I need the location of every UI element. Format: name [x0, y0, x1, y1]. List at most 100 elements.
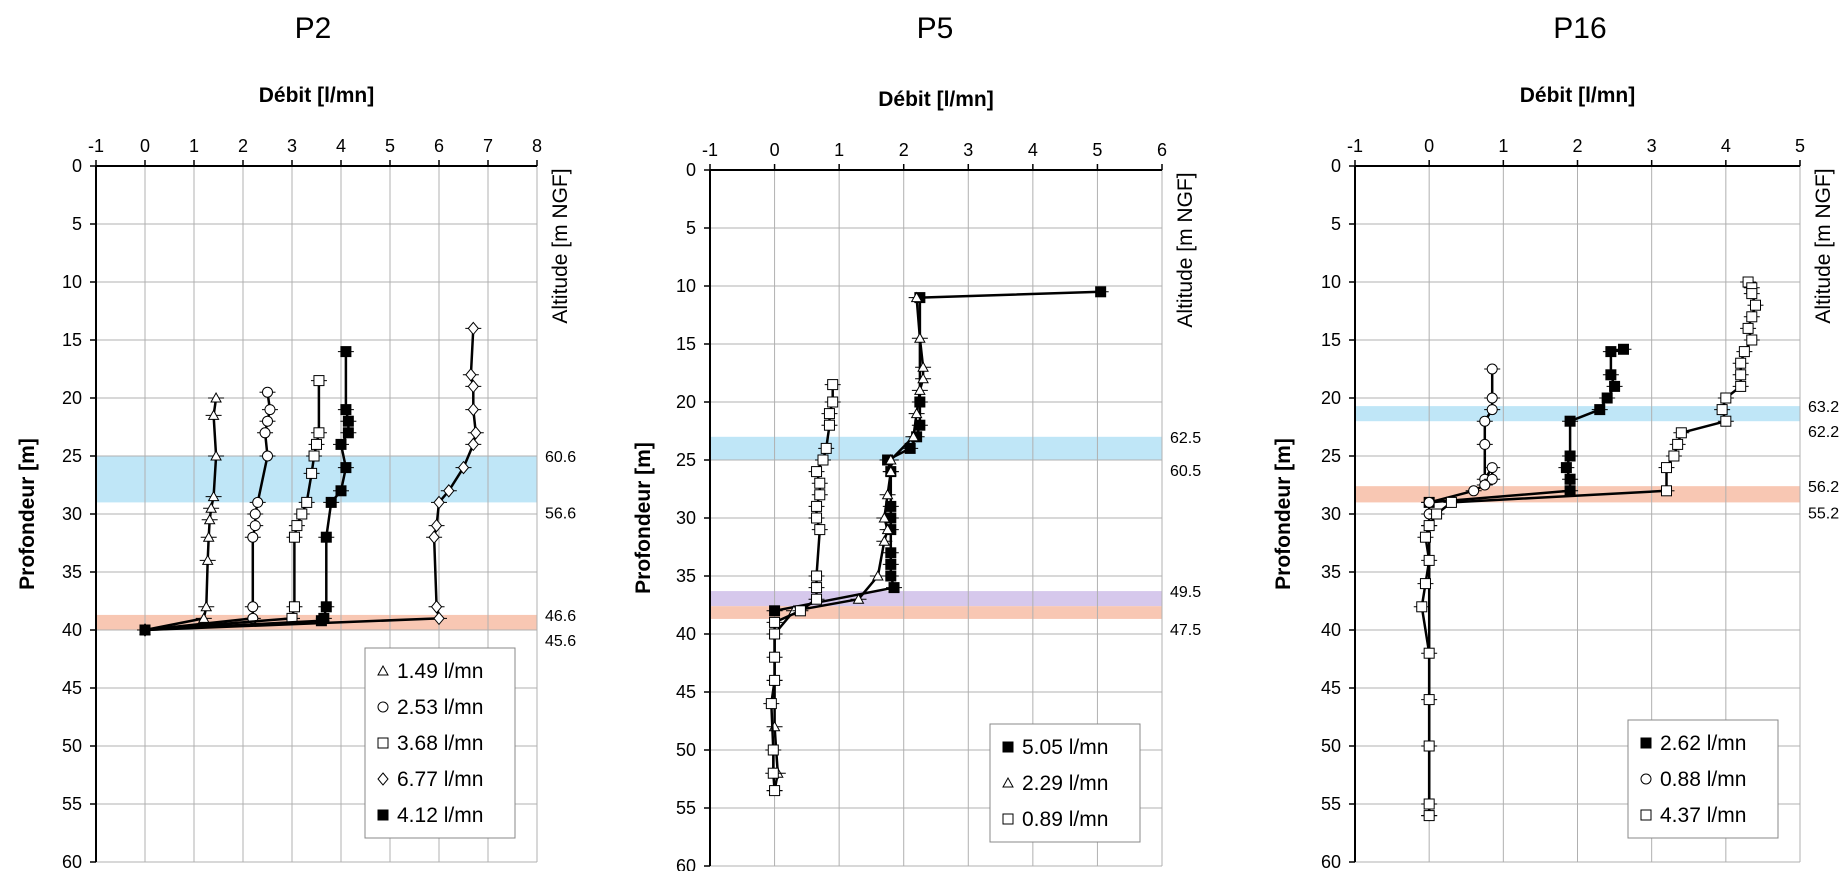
series-square [1413, 276, 1764, 822]
altitude-label: 47.5 [1170, 622, 1201, 639]
y-tick-label: 5 [72, 214, 82, 234]
x-axis-label: Débit [l/mn] [1520, 84, 1636, 107]
data-point [200, 600, 213, 612]
data-point [1668, 450, 1680, 462]
y-tick-label: 10 [676, 276, 696, 296]
y-axis-label: Profondeur [m] [632, 442, 655, 594]
x-tick-label: 4 [1721, 136, 1731, 156]
data-point [311, 438, 322, 450]
legend-entry: 5.05 l/mn [1022, 736, 1108, 759]
chart-title: P16 [1553, 12, 1606, 45]
data-point [428, 530, 440, 544]
data-point [917, 361, 929, 372]
y-tick-label: 20 [676, 392, 696, 412]
legend-entry: 0.88 l/mn [1660, 768, 1746, 791]
y-tick-label: 45 [676, 682, 696, 702]
data-point [262, 450, 273, 462]
data-point [1564, 485, 1576, 497]
data-point [1746, 334, 1758, 346]
series-triangle [766, 291, 932, 796]
altitude-label: 60.5 [1170, 463, 1201, 480]
data-point [827, 396, 839, 408]
y-tick-label: 60 [1321, 852, 1341, 871]
data-point [1720, 415, 1732, 427]
data-point [1617, 343, 1629, 355]
data-point [888, 582, 900, 594]
data-point [1486, 392, 1498, 404]
data-point [823, 408, 835, 420]
data-point [301, 496, 313, 508]
x-tick-label: 6 [1157, 140, 1167, 160]
data-point [313, 375, 325, 387]
y-tick-label: 5 [1331, 214, 1341, 234]
data-point [769, 628, 781, 640]
data-point [443, 484, 455, 498]
data-point [340, 462, 352, 474]
y-tick-label: 50 [62, 736, 82, 756]
legend: 1.49 l/mn 2.53 l/mn 3.68 l/mn 6.77 l/mn 4.12… [364, 647, 516, 839]
data-point [823, 419, 835, 431]
data-point [769, 785, 781, 797]
y-tick-label: 0 [686, 160, 696, 180]
y-tick-label: 20 [1321, 388, 1341, 408]
data-point [340, 346, 352, 358]
x-tick-label: 0 [140, 136, 150, 156]
series-line [1427, 369, 1494, 816]
series-circle [1421, 363, 1501, 822]
altitude-label: 56.2 [1808, 479, 1839, 496]
y-tick-label: 60 [62, 852, 82, 871]
data-point [814, 477, 826, 489]
y-tick-label: 30 [62, 504, 82, 524]
data-point [917, 372, 929, 384]
data-point [811, 593, 823, 605]
x-tick-label: 2 [899, 140, 909, 160]
data-point [247, 601, 259, 613]
data-point [249, 508, 261, 520]
data-point [1423, 810, 1435, 822]
data-point [433, 495, 445, 510]
data-point [197, 612, 210, 623]
altitude-label: 60.6 [545, 449, 576, 466]
data-point [1564, 415, 1576, 427]
data-point [342, 415, 354, 427]
data-point [1486, 473, 1498, 485]
data-point [769, 651, 781, 663]
x-tick-label: 1 [834, 140, 844, 160]
y-tick-label: 55 [1321, 794, 1341, 814]
data-point [202, 531, 215, 542]
data-point [852, 593, 865, 604]
data-point [769, 616, 781, 628]
altitude-label: 46.6 [545, 608, 576, 625]
y-tick-label: 35 [1321, 562, 1341, 582]
altitude-label: 62.5 [1170, 430, 1201, 447]
data-point [811, 500, 823, 512]
data-point [1746, 311, 1758, 323]
y-tick-label: 45 [62, 678, 82, 698]
y-tick-label: 55 [676, 798, 696, 818]
data-point [1486, 462, 1498, 474]
legend-marker-triangle [377, 664, 389, 676]
data-point [1605, 369, 1617, 381]
data-point [1594, 404, 1606, 416]
x-tick-label: 2 [1572, 136, 1582, 156]
series-line [1429, 348, 1624, 504]
data-point [769, 674, 781, 686]
y-tick-label: 55 [62, 794, 82, 814]
legend-box [1627, 719, 1779, 839]
y-tick-label: 10 [1321, 272, 1341, 292]
data-point [264, 404, 276, 416]
data-point [210, 449, 222, 461]
x-tick-label: 3 [963, 140, 973, 160]
x-tick-label: 4 [1028, 140, 1038, 160]
data-point [1735, 357, 1747, 369]
x-tick-label: 5 [1092, 140, 1102, 160]
data-point [457, 460, 470, 475]
secondary-axis-label: Altitude [m NGF] [1812, 168, 1835, 323]
data-point [1431, 508, 1443, 520]
data-point [1419, 578, 1431, 590]
data-point [814, 524, 826, 536]
x-tick-label: -1 [702, 140, 718, 160]
data-point [1479, 479, 1491, 491]
series-square [763, 379, 841, 797]
data-point [811, 582, 823, 594]
